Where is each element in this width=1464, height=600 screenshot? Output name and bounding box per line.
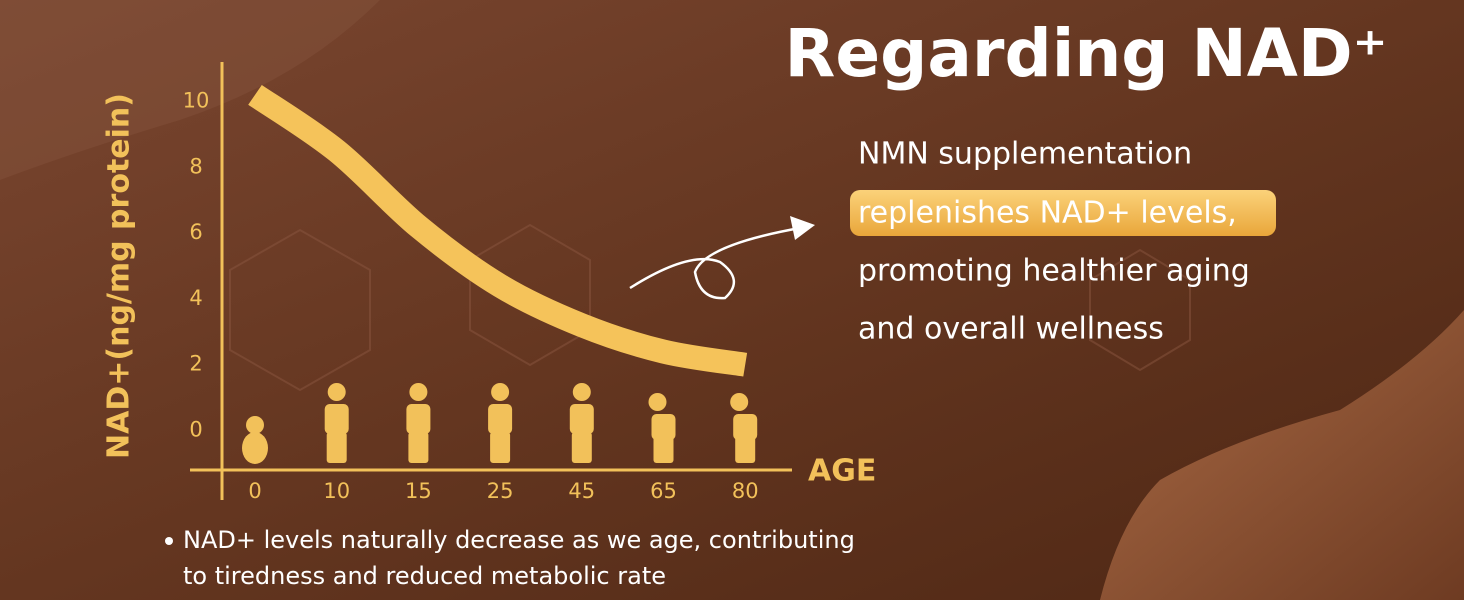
title: Regarding NAD⁺	[785, 15, 1388, 92]
callout-line: NMN supplementation	[858, 137, 1192, 172]
y-tick-label: 10	[183, 88, 210, 112]
x-tick-label: 65	[650, 479, 677, 503]
person-body	[242, 432, 268, 464]
x-tick-label: 80	[732, 479, 759, 503]
person-head	[648, 393, 667, 411]
y-tick-label: 8	[189, 154, 202, 178]
x-tick-label: 0	[248, 479, 261, 503]
curve	[248, 84, 748, 377]
y-tick-label: 6	[189, 220, 202, 244]
person-head	[409, 383, 428, 401]
callout-line: replenishes NAD+ levels,	[858, 196, 1237, 231]
note-line: NAD+ levels naturally decrease as we age…	[183, 526, 855, 554]
person-legs	[408, 432, 429, 463]
highlight	[850, 190, 1276, 236]
y-axis-label: NAD+(ng/mg protein)	[102, 93, 137, 459]
hand	[1100, 310, 1464, 600]
person-legs	[326, 432, 347, 463]
person-body	[569, 404, 594, 434]
person-head	[327, 383, 346, 401]
person-head	[246, 416, 264, 434]
y-tick-label: 4	[189, 286, 202, 310]
callout-line: promoting healthier aging	[858, 254, 1250, 289]
person-body	[324, 404, 349, 434]
person-legs	[571, 432, 592, 463]
y-tick-label: 2	[189, 352, 202, 376]
person-body	[406, 404, 431, 434]
person-head	[572, 383, 591, 401]
person-head	[491, 383, 510, 401]
arrow-head	[790, 216, 815, 240]
arrow	[629, 226, 801, 300]
x-tick-label: 15	[405, 479, 432, 503]
x-tick-label: 45	[568, 479, 595, 503]
y-tick-label: 0	[189, 418, 202, 442]
person-head	[730, 393, 749, 411]
people-icons	[242, 383, 758, 464]
background-shape	[0, 0, 380, 180]
person-legs	[653, 432, 674, 463]
x-tick-label: 25	[487, 479, 514, 503]
callout-line: and overall wellness	[858, 312, 1164, 347]
x-axis-label: AGE	[808, 454, 876, 489]
note-line: to tiredness and reduced metabolic rate	[183, 562, 666, 590]
person-legs	[735, 432, 756, 463]
person-body	[488, 404, 513, 434]
person-legs	[490, 432, 511, 463]
x-tick-label: 10	[323, 479, 350, 503]
bullet	[165, 537, 173, 545]
